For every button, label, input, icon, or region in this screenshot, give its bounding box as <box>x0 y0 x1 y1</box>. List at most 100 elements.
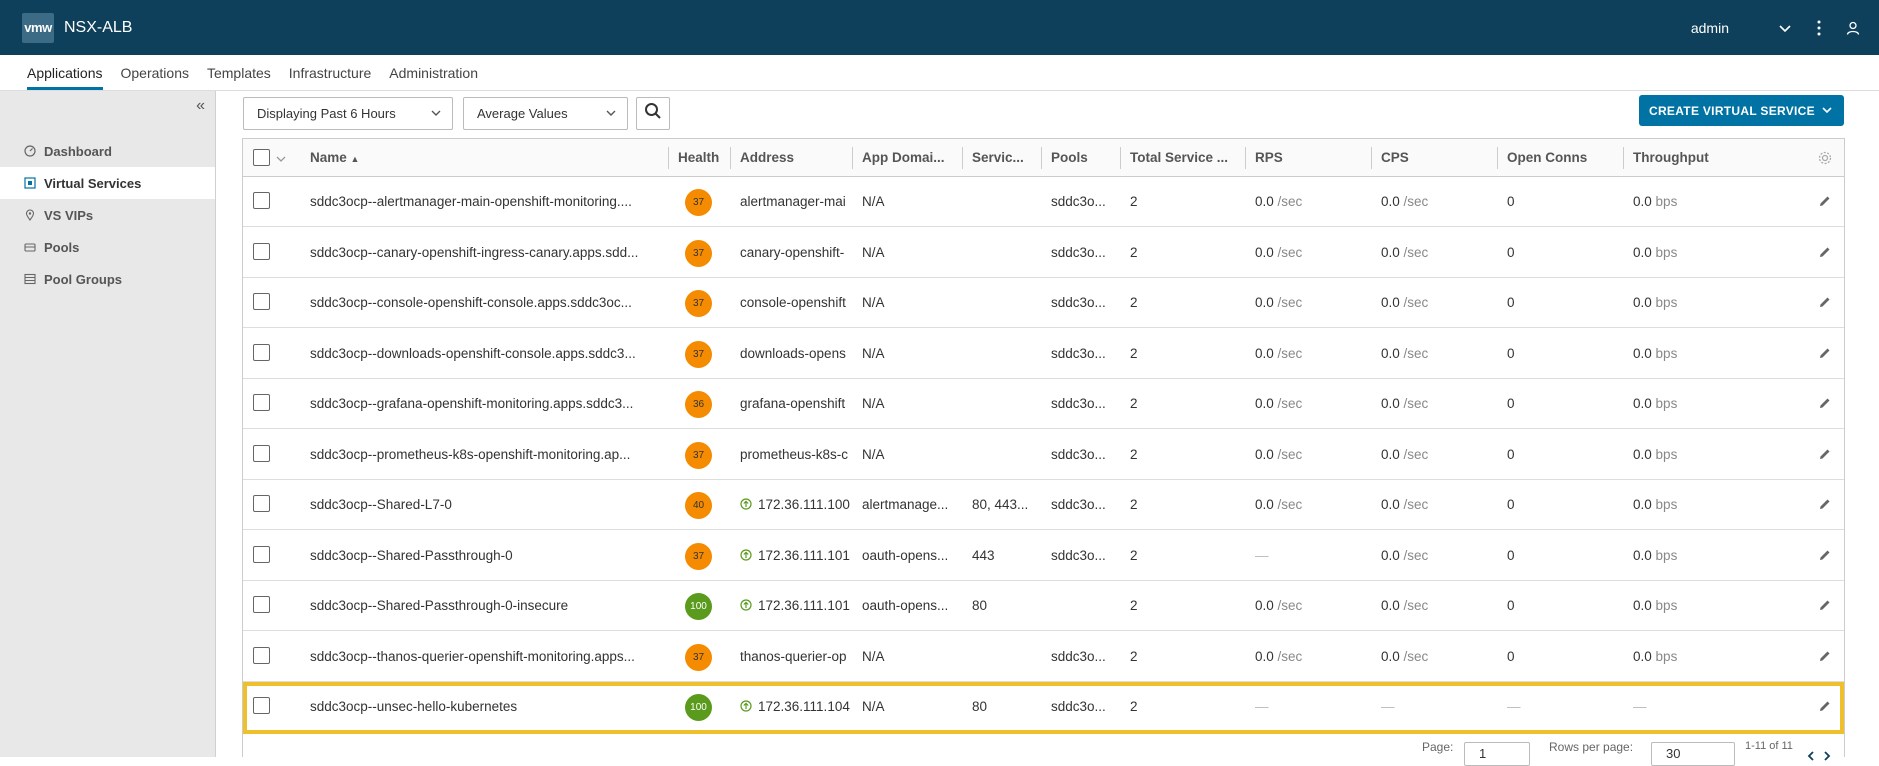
row-checkbox[interactable] <box>253 394 270 411</box>
row-checkbox[interactable] <box>253 697 270 714</box>
vs-name-cell[interactable]: sddc3ocp--grafana-openshift-monitoring.a… <box>310 396 634 411</box>
page-select[interactable]: 1 <box>1464 742 1530 766</box>
column-header-address[interactable]: Address <box>740 150 795 165</box>
health-score-badge[interactable]: 40 <box>685 492 712 519</box>
health-score-badge[interactable]: 100 <box>685 593 712 620</box>
time-range-select[interactable]: Displaying Past 6 Hours <box>243 97 453 130</box>
sidebar-item-pool-groups[interactable]: Pool Groups <box>0 263 215 295</box>
column-divider[interactable] <box>668 147 669 169</box>
edit-pencil-icon[interactable] <box>1818 699 1832 713</box>
health-score-badge[interactable]: 100 <box>685 694 712 721</box>
edit-pencil-icon[interactable] <box>1818 447 1832 461</box>
sidebar-item-pools[interactable]: Pools <box>0 231 215 263</box>
table-row[interactable]: 100 sddc3ocp--Shared-Passthrough-0-insecu… <box>243 581 1844 631</box>
column-header-throughput[interactable]: Throughput <box>1633 150 1709 165</box>
row-checkbox[interactable] <box>253 545 270 563</box>
column-header-total-service[interactable]: Total Service ... <box>1130 150 1229 165</box>
column-divider[interactable] <box>962 147 963 169</box>
column-divider[interactable] <box>730 147 731 169</box>
table-row[interactable]: 37 sddc3ocp--Shared-Passthrough-0 172.36.1… <box>243 531 1844 581</box>
row-checkbox[interactable] <box>253 646 270 664</box>
tab-operations[interactable]: Operations <box>120 65 189 81</box>
vs-name-cell[interactable]: sddc3ocp--alertmanager-main-openshift-mo… <box>310 194 632 209</box>
table-row[interactable]: 37 sddc3ocp--downloads-openshift-console.… <box>243 329 1844 379</box>
user-name[interactable]: admin <box>1690 19 1729 36</box>
edit-pencil-icon[interactable] <box>1818 598 1832 612</box>
column-header-services[interactable]: Servic... <box>972 150 1024 165</box>
sidebar-item-virtual-services[interactable]: Virtual Services <box>0 167 215 199</box>
search-button[interactable] <box>636 97 670 130</box>
chevron-left-icon[interactable] <box>1806 748 1816 766</box>
edit-pencil-icon[interactable] <box>1818 194 1832 208</box>
sidebar-item-vs-vips[interactable]: VS VIPs <box>0 199 215 231</box>
chevron-down-icon[interactable] <box>275 152 287 170</box>
row-checkbox[interactable] <box>253 192 270 209</box>
select-all-checkbox[interactable] <box>253 149 270 166</box>
column-divider[interactable] <box>1245 147 1246 169</box>
health-score-badge[interactable]: 36 <box>685 391 712 418</box>
vs-name-cell[interactable]: sddc3ocp--console-openshift-console.apps… <box>310 295 632 310</box>
column-divider[interactable] <box>1120 147 1121 169</box>
column-divider[interactable] <box>1623 147 1624 169</box>
edit-pencil-icon[interactable] <box>1818 548 1832 562</box>
vs-name-cell[interactable]: sddc3ocp--Shared-Passthrough-0-insecure <box>310 598 569 613</box>
chevron-down-icon[interactable] <box>1777 20 1793 36</box>
vs-name-cell[interactable]: sddc3ocp--unsec-hello-kubernetes <box>310 699 518 714</box>
row-checkbox[interactable] <box>253 242 270 260</box>
row-checkbox[interactable] <box>253 444 270 462</box>
table-row[interactable]: 37 sddc3ocp--console-openshift-console.ap… <box>243 278 1844 328</box>
health-score-badge[interactable]: 37 <box>685 542 712 570</box>
tab-templates[interactable]: Templates <box>206 65 271 81</box>
row-checkbox[interactable] <box>253 596 270 613</box>
vs-name-cell[interactable]: sddc3ocp--canary-openshift-ingress-canar… <box>310 244 639 260</box>
table-row[interactable]: 36 sddc3ocp--grafana-openshift-monitoring… <box>243 379 1844 429</box>
column-divider[interactable] <box>1371 147 1372 169</box>
column-header-health[interactable]: Health <box>678 150 720 165</box>
vs-name-cell[interactable]: sddc3ocp--Shared-Passthrough-0 <box>310 547 513 563</box>
chevron-down-icon[interactable] <box>1820 103 1834 120</box>
edit-pencil-icon[interactable] <box>1818 497 1832 511</box>
create-virtual-service-button[interactable]: CREATE VIRTUAL SERVICE <box>1639 95 1844 126</box>
table-row[interactable]: 37 sddc3ocp--thanos-querier-openshift-mon… <box>243 632 1844 682</box>
column-header-cps[interactable]: CPS <box>1381 150 1409 165</box>
column-divider[interactable] <box>1497 147 1498 169</box>
edit-pencil-icon[interactable] <box>1818 649 1832 663</box>
health-score-badge[interactable]: 37 <box>685 643 712 671</box>
tab-applications[interactable]: Applications <box>27 65 103 90</box>
table-row[interactable]: 37 sddc3ocp--prometheus-k8s-openshift-mon… <box>243 430 1844 480</box>
row-checkbox[interactable] <box>253 343 270 361</box>
edit-pencil-icon[interactable] <box>1818 396 1832 410</box>
tab-infrastructure[interactable]: Infrastructure <box>288 65 372 81</box>
values-mode-select[interactable]: Average Values <box>463 97 628 130</box>
health-score-badge[interactable]: 37 <box>685 441 712 469</box>
row-checkbox[interactable] <box>253 293 270 310</box>
table-row[interactable]: 40 sddc3ocp--Shared-L7-0 172.36.111.100 ale… <box>243 480 1844 530</box>
collapse-sidebar-icon[interactable]: « <box>196 97 205 114</box>
health-score-badge[interactable]: 37 <box>685 290 712 317</box>
kebab-menu-icon[interactable] <box>1811 20 1827 36</box>
chevron-right-icon[interactable] <box>1822 748 1832 766</box>
sidebar-item-dashboard[interactable]: Dashboard <box>0 135 215 167</box>
column-header-name[interactable]: Name ▲ <box>300 139 610 177</box>
edit-pencil-icon[interactable] <box>1818 245 1832 259</box>
column-divider[interactable] <box>1041 147 1042 169</box>
health-score-badge[interactable]: 37 <box>685 239 712 267</box>
column-header-pools[interactable]: Pools <box>1051 150 1088 165</box>
table-row[interactable]: 37 sddc3ocp--canary-openshift-ingress-can… <box>243 228 1844 278</box>
vs-name-cell[interactable]: sddc3ocp--thanos-querier-openshift-monit… <box>310 648 635 664</box>
table-row[interactable]: 37 sddc3ocp--alertmanager-main-openshift-… <box>243 177 1844 227</box>
column-header-app-domain[interactable]: App Domai... <box>862 150 945 165</box>
column-header-open-conns[interactable]: Open Conns <box>1507 150 1588 165</box>
health-score-badge[interactable]: 37 <box>685 189 712 216</box>
health-score-badge[interactable]: 37 <box>685 340 712 368</box>
edit-pencil-icon[interactable] <box>1818 346 1832 360</box>
table-row-highlighted[interactable]: 100 sddc3ocp--unsec-hello-kubernetes 172.3… <box>243 682 1844 734</box>
gear-icon[interactable] <box>1818 151 1832 170</box>
vs-name-cell[interactable]: sddc3ocp--prometheus-k8s-openshift-monit… <box>310 446 631 462</box>
tab-administration[interactable]: Administration <box>389 65 478 81</box>
vs-name-cell[interactable]: sddc3ocp--downloads-openshift-console.ap… <box>310 345 636 361</box>
edit-pencil-icon[interactable] <box>1818 295 1832 309</box>
rows-per-page-select[interactable]: 30 <box>1651 742 1735 766</box>
column-header-rps[interactable]: RPS <box>1255 150 1283 165</box>
row-checkbox[interactable] <box>253 495 270 512</box>
